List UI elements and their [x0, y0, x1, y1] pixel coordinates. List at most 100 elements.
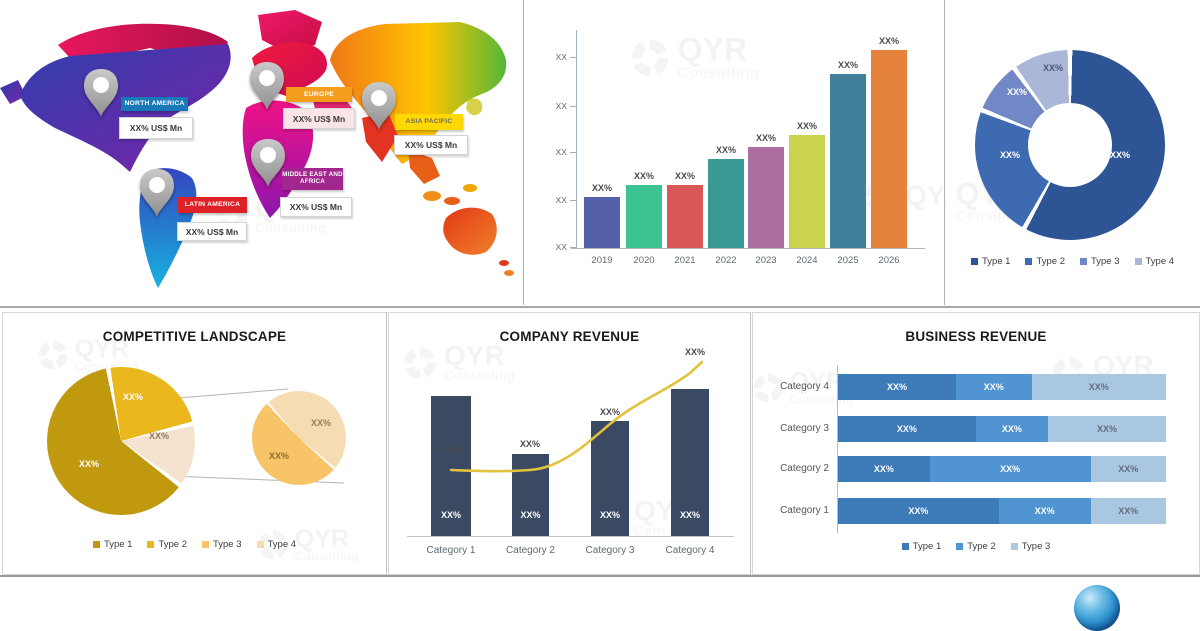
qyr-logo-icon: [631, 39, 669, 77]
donut-label-2: XX%: [999, 150, 1020, 160]
y-tick-label: XX: [555, 147, 567, 157]
watermark-brand: QYR: [677, 31, 748, 68]
region-value-europe: XX% US$ Mn: [283, 108, 355, 129]
segment-type-2: XX%: [998, 498, 1091, 524]
segment-label: XX%: [983, 382, 1004, 392]
legend-label: Type 3: [213, 539, 242, 550]
company-revenue-title: COMPANY REVENUE: [499, 329, 640, 344]
region-value-asia-pacific: XX% US$ Mn: [394, 135, 468, 155]
watermark-brand: QYR: [444, 340, 505, 371]
bar-value-label: XX%: [591, 183, 612, 193]
company-category-label: Category 1: [426, 545, 476, 556]
legend-label: Type 3: [1021, 541, 1051, 552]
donut-hole: [1028, 103, 1112, 187]
main-pie-label-1: XX%: [122, 392, 143, 402]
legend-item-2: Type 2: [956, 541, 996, 552]
bar-value-label: XX%: [674, 171, 695, 181]
legend-label: Type 2: [158, 539, 187, 550]
legend-item-3: Type 3: [1010, 541, 1051, 552]
business-category-label: Category 3: [780, 423, 829, 434]
bar-2026: [871, 50, 907, 248]
region-value-latin-america: XX% US$ Mn: [177, 222, 247, 241]
legend-item-2: Type 2: [147, 539, 187, 550]
main-pie: [47, 367, 195, 515]
map-pin-asia-pacific: [359, 82, 399, 137]
y-tick-label: XX: [555, 101, 567, 111]
legend-label: Type 3: [1091, 256, 1120, 267]
y-tick-label: XX: [555, 52, 567, 62]
pin-icon: [140, 169, 174, 217]
company-inner-label: XX%: [599, 510, 620, 520]
legend-item-3: Type 3: [202, 539, 242, 550]
x-tick-label: 2025: [837, 255, 859, 266]
y-axis: [576, 30, 577, 248]
legend-item-2: Type 2: [1025, 256, 1065, 267]
globe-icon: [1074, 585, 1120, 631]
segment-label: XX%: [1118, 464, 1139, 474]
region-value-north-america: XX% US$ Mn: [119, 117, 193, 139]
company-inner-label: XX%: [679, 510, 700, 520]
bar-value-label: XX%: [755, 133, 776, 143]
legend-label: Type 4: [1145, 256, 1175, 267]
y-tick-label: XX: [555, 242, 567, 252]
company-point-label: XX%: [684, 347, 705, 357]
market-size-bar-chart-panel: QYR Consulting QYR XX XX XX XX XX XX% 2019 XX% 2…: [525, 0, 943, 305]
company-point-label: XX%: [519, 439, 540, 449]
segment-label: XX%: [908, 506, 929, 516]
x-tick-label: 2021: [674, 255, 696, 266]
business-row-category-3: XX% XX% XX%: [838, 416, 1166, 442]
segment-label: XX%: [896, 424, 917, 434]
pin-icon: [362, 82, 396, 130]
bar-value-label: XX%: [837, 60, 858, 70]
legend-swatch: [901, 543, 909, 550]
pin-icon: [84, 69, 118, 117]
legend-item-1: Type 1: [970, 256, 1010, 267]
segment-label: XX%: [1000, 464, 1021, 474]
segment-label: XX%: [1034, 506, 1055, 516]
bar-2025: [830, 74, 866, 248]
secondary-pie: [252, 391, 346, 485]
company-category-label: Category 2: [506, 545, 555, 556]
y-tick-label: XX: [555, 195, 567, 205]
segment-type-1: XX%: [838, 374, 957, 400]
region-badge-latin-america: LATIN AMERICA: [178, 197, 247, 213]
watermark-tagline: Consulting: [677, 63, 760, 82]
divider: [944, 0, 945, 305]
segment-type-2: XX%: [975, 416, 1048, 442]
x-axis: [407, 536, 734, 537]
company-inner-label: XX%: [440, 510, 461, 520]
region-badge-europe: EUROPE: [286, 87, 352, 102]
watermark: QYR Consulting: [404, 340, 515, 383]
segment-type-1: XX%: [838, 498, 999, 524]
bar-2019: [584, 197, 620, 248]
bar-2021: [667, 185, 703, 248]
legend-swatch: [1025, 258, 1033, 265]
y-tick: [570, 200, 577, 201]
bar-value-label: XX%: [796, 121, 817, 131]
business-row-category-4: XX% XX% XX%: [838, 374, 1166, 400]
bar-value-label: XX%: [715, 145, 736, 155]
segment-type-3: XX%: [1047, 416, 1166, 442]
competitive-landscape-panel: QYR Consulting QYR Consulting COMPETITIV…: [2, 312, 387, 575]
segment-type-2: XX%: [929, 456, 1091, 482]
legend-swatch: [147, 541, 155, 548]
legend-label: Type 1: [103, 539, 133, 550]
donut-label-3: XX%: [1006, 87, 1027, 97]
legend-swatch: [1080, 258, 1087, 265]
legend-swatch: [92, 541, 100, 548]
bar-2023: [748, 147, 784, 248]
x-tick-label: 2019: [591, 255, 613, 266]
segment-label: XX%: [1001, 424, 1022, 434]
business-revenue-panel: QYR Consulting QYR Consulting BUSINESS R…: [752, 312, 1200, 575]
legend-swatch: [256, 541, 264, 548]
segment-type-2: XX%: [956, 374, 1032, 400]
segment-label: XX%: [887, 382, 908, 392]
map-pin-europe: [247, 62, 287, 117]
region-badge-north-america: NORTH AMERICA: [121, 97, 188, 111]
donut-label-4: XX%: [1042, 63, 1063, 73]
competitive-legend: Type 1 Type 2 Type 3 Type 4: [3, 539, 386, 550]
region-badge-middle-east-and-africa: MIDDLE EAST AND AFRICA: [282, 168, 343, 190]
business-category-label: Category 1: [780, 505, 829, 516]
